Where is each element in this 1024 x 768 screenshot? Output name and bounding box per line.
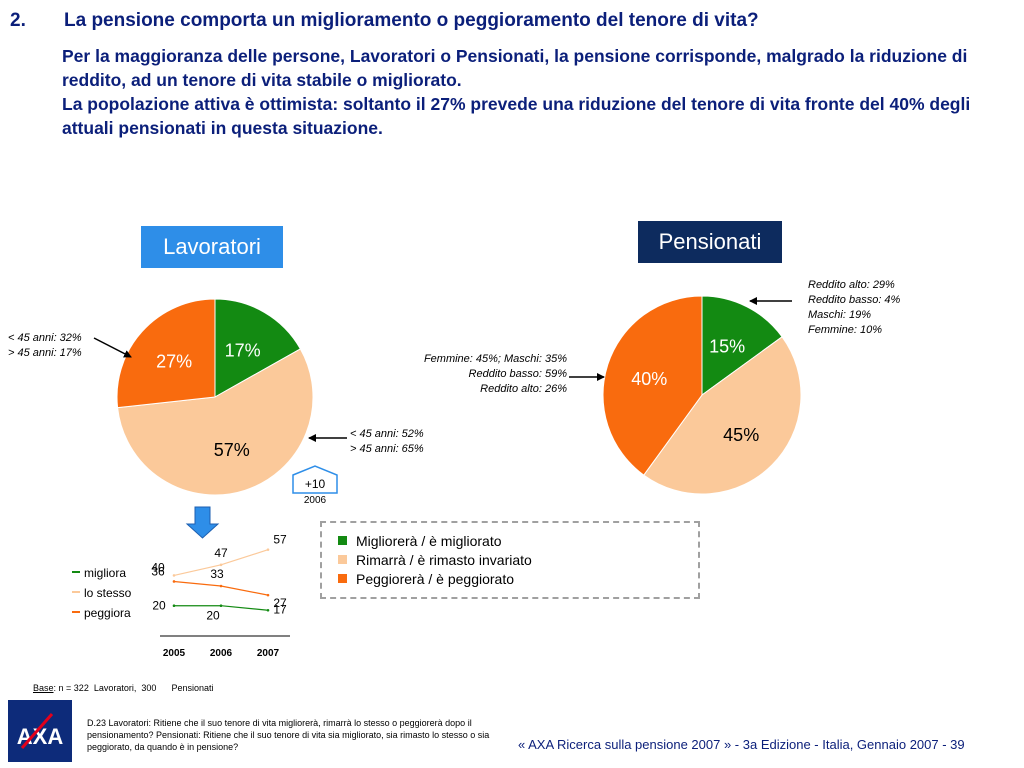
line-point <box>172 580 176 583</box>
pie-pen-slice-label-1: 45% <box>723 425 759 445</box>
note-pen-right: Reddito alto: 29% Reddito basso: 4% Masc… <box>808 278 900 338</box>
note-pen-right-line-3: Maschi: 19% <box>808 309 871 321</box>
line-data-label: 36 <box>151 564 165 578</box>
pie-pen-slice-label-2: 40% <box>631 369 667 389</box>
lavoratori-badge: Lavoratori <box>141 226 283 268</box>
pie-legend: Migliorerà / è migliorato Rimarrà / è ri… <box>320 521 700 599</box>
legend-label: Peggiorerà / è peggiorato <box>356 571 514 587</box>
note-pen-right-line-4: Femmine: 10% <box>808 324 882 336</box>
legend-swatch <box>338 555 347 564</box>
line-point <box>266 608 270 612</box>
pie-lav-slice-2 <box>116 298 216 409</box>
line-data-label: 33 <box>210 567 224 581</box>
line-point <box>219 563 223 567</box>
note-lav-bottom: < 45 anni: 52% > 45 anni: 65% <box>350 427 424 457</box>
note-pen-left-line-2: Reddito basso: 59% <box>468 368 567 380</box>
line-data-label: 47 <box>214 546 228 560</box>
note-lav-left-line-1: < 45 anni: 32% <box>8 332 82 344</box>
line-point <box>219 584 223 588</box>
note-pen-left-line-1: Femmine: 45%; Maschi: 35% <box>423 353 567 365</box>
base-prefix: : n <box>53 683 64 693</box>
line-chart-legend: migliora lo stesso peggiora <box>72 566 152 626</box>
title-number: 2. <box>10 10 26 31</box>
subtitle-line-1: Per la maggioranza delle persone, Lavora… <box>62 46 968 90</box>
base-lav: Lavoratori, <box>93 683 137 693</box>
pie-pen-slice-label-0: 15% <box>709 337 745 357</box>
note-pen-left: Femmine: 45%; Maschi: 35% Reddito basso:… <box>366 352 567 397</box>
pie-lav-slice-label-2: 27% <box>156 351 192 371</box>
line-legend-marker <box>72 571 80 573</box>
pie-pensionati: 15% 45% 40% <box>602 295 802 495</box>
legend-item-migliora: Migliorerà / è migliorato <box>338 533 502 549</box>
line-data-label: 27 <box>273 596 287 610</box>
delta-value: +10 <box>304 477 326 491</box>
axa-logo-icon: AXA <box>17 713 63 749</box>
note-lav-bottom-line-1: < 45 anni: 52% <box>350 428 424 440</box>
line-x-tick: 2007 <box>257 648 280 659</box>
pie-pen-slice-0 <box>701 295 783 396</box>
line-x-tick: 2006 <box>210 648 233 659</box>
note-pen-right-line-2: Reddito basso: 4% <box>808 294 901 306</box>
line-point <box>266 548 270 551</box>
note-lav-left-line-2: > 45 anni: 17% <box>8 347 82 359</box>
legend-item-peggiora: Peggiorerà / è peggiorato <box>338 571 514 587</box>
line-legend-migliora: migliora <box>72 566 126 580</box>
line-legend-label: peggiora <box>84 606 131 620</box>
line-point <box>172 604 176 608</box>
subtitle: Per la maggioranza delle persone, Lavora… <box>62 44 1012 140</box>
delta-year: 2006 <box>303 495 327 506</box>
note-pen-right-line-1: Reddito alto: 29% <box>808 279 895 291</box>
legend-item-stesso: Rimarrà / è rimasto invariato <box>338 552 532 568</box>
down-arrow-icon <box>185 506 220 539</box>
title-text: La pensione comporta un miglioramento o … <box>64 10 759 31</box>
pie-lavoratori: 17% 57% 27% <box>116 298 314 496</box>
line-legend-stesso: lo stesso <box>72 586 131 600</box>
legend-label: Migliorerà / è migliorato <box>356 533 502 549</box>
line-data-label: 57 <box>273 533 287 547</box>
legend-swatch <box>338 536 347 545</box>
note-pen-left-line-3: Reddito alto: 26% <box>480 383 567 395</box>
pie-lav-slice-label-1: 57% <box>214 440 250 460</box>
footer-source: « AXA Ricerca sulla pensione 2007 » - 3a… <box>518 737 965 752</box>
line-x-tick: 2005 <box>163 648 186 659</box>
house-callout-icon <box>292 465 338 494</box>
line-legend-label: migliora <box>84 566 127 580</box>
line-data-label: 40 <box>151 560 165 574</box>
line-legend-peggiora: peggiora <box>72 606 131 620</box>
line-legend-marker <box>72 611 80 613</box>
legend-swatch <box>338 574 347 583</box>
line-series-2 <box>173 580 269 596</box>
base-n-pen: 300 <box>141 683 157 693</box>
base-n-lav: = 322 <box>66 683 89 693</box>
note-lav-bottom-line-2: > 45 anni: 65% <box>350 443 424 455</box>
arrow-lav-left <box>93 337 132 358</box>
line-legend-label: lo stesso <box>84 586 132 600</box>
pie-lav-slice-1 <box>117 348 314 496</box>
axa-logo: AXA <box>8 700 72 762</box>
line-point <box>266 593 270 597</box>
pie-pen-slice-1 <box>643 336 802 495</box>
line-point <box>219 604 223 608</box>
base-note: Base: n = 322 Lavoratori, 300 Pensionati <box>33 683 213 693</box>
pie-lav-slice-0 <box>214 298 302 398</box>
line-data-label: 20 <box>152 599 166 613</box>
line-legend-marker <box>72 591 80 593</box>
line-chart-lavoratori: 2005 2006 2007 20 20 17 40 47 57 36 33 27 <box>151 533 290 659</box>
legend-label: Rimarrà / è rimasto invariato <box>356 552 532 568</box>
line-data-label: 17 <box>273 602 287 616</box>
base-pen: Pensionati <box>171 683 214 693</box>
delta-callout: +10 2006 <box>291 465 339 507</box>
pensionati-badge: Pensionati <box>638 221 782 263</box>
line-point <box>172 574 176 577</box>
subtitle-line-2: La popolazione attiva è ottimista: solta… <box>62 94 971 138</box>
pie-lav-slice-label-0: 17% <box>225 341 261 361</box>
base-label: Base <box>33 683 54 693</box>
pie-pen-slice-2 <box>602 295 703 476</box>
line-data-label: 20 <box>206 609 220 623</box>
footnote: D.23 Lavoratori: Ritiene che il suo teno… <box>87 718 490 752</box>
note-lav-left: < 45 anni: 32% > 45 anni: 17% <box>8 331 82 361</box>
page-title: 2. La pensione comporta un miglioramento … <box>10 10 1010 32</box>
